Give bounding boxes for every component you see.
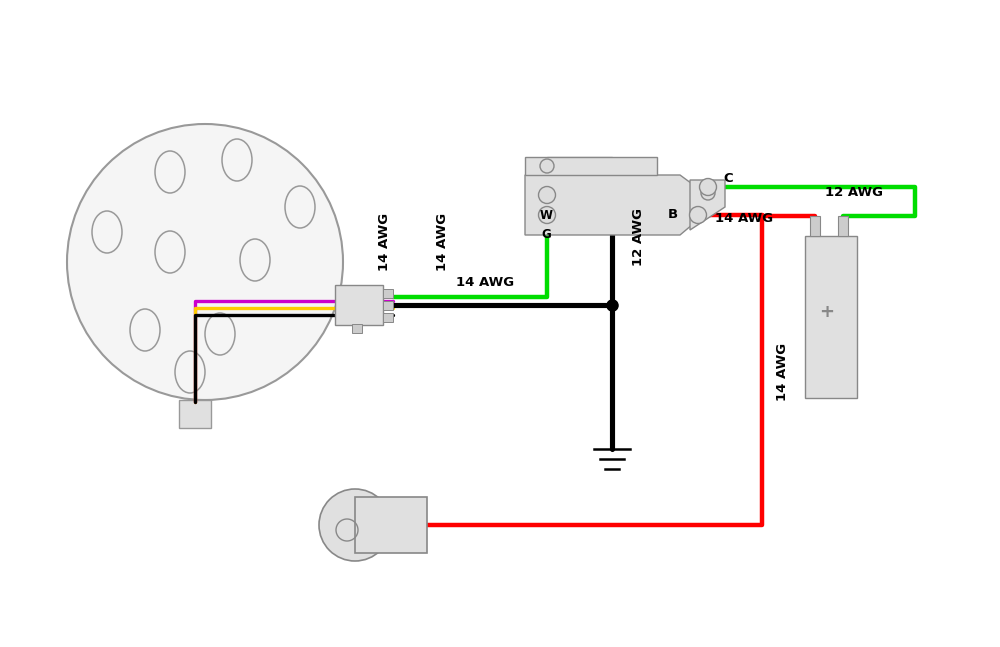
- Polygon shape: [525, 175, 718, 235]
- Text: 12 AWG: 12 AWG: [825, 186, 883, 199]
- Bar: [383, 289, 393, 298]
- Text: 12 AWG: 12 AWG: [632, 208, 644, 266]
- Bar: [383, 313, 393, 322]
- Bar: [838, 216, 848, 236]
- Bar: [383, 300, 393, 309]
- Bar: [355, 497, 427, 553]
- Bar: [805, 236, 857, 398]
- Text: 14 AWG: 14 AWG: [436, 213, 448, 271]
- Bar: [810, 216, 820, 236]
- Text: C: C: [723, 173, 733, 186]
- Circle shape: [67, 124, 343, 400]
- Text: G: G: [541, 228, 551, 241]
- Circle shape: [701, 186, 715, 200]
- Bar: [179, 400, 211, 428]
- Circle shape: [538, 206, 556, 223]
- Text: +: +: [820, 303, 835, 321]
- Text: W: W: [540, 208, 552, 221]
- Bar: [352, 324, 362, 333]
- Polygon shape: [690, 180, 725, 230]
- Text: 14 AWG: 14 AWG: [715, 212, 773, 226]
- Circle shape: [540, 159, 554, 173]
- Bar: [525, 157, 657, 175]
- Circle shape: [700, 179, 716, 195]
- Text: 14 AWG: 14 AWG: [776, 343, 788, 401]
- Text: B: B: [668, 208, 678, 221]
- Text: 14 AWG: 14 AWG: [378, 213, 392, 271]
- Text: 14 AWG: 14 AWG: [456, 276, 514, 289]
- Circle shape: [538, 186, 556, 204]
- Circle shape: [690, 206, 706, 223]
- Bar: [335, 285, 383, 325]
- Circle shape: [319, 489, 391, 561]
